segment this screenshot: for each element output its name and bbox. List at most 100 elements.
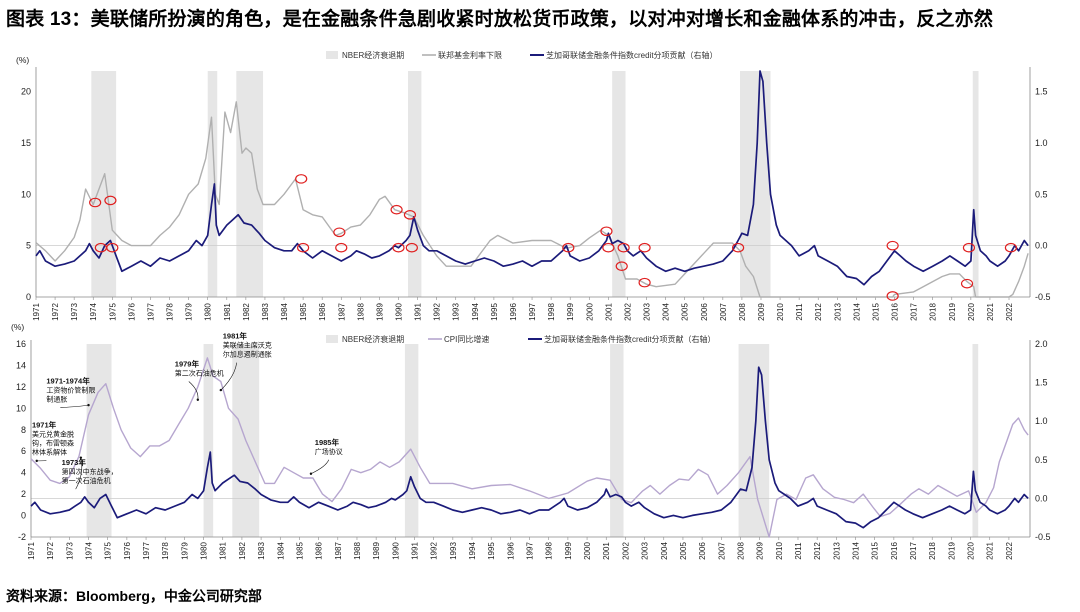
annotation-text: 制通胀 [46,395,67,404]
left-tick-label: 10 [16,403,26,413]
highlight-circle-marker [638,277,651,288]
legend-label: 联邦基金利率下限 [438,50,502,60]
highlight-circle-marker [617,242,630,253]
annotation-text: 第二次石油危机 [175,369,224,378]
year-tick-label: 1983 [261,303,270,321]
left-tick-label: 20 [21,87,31,97]
year-tick-label: 1974 [89,303,98,321]
year-tick-label: 2003 [641,542,650,560]
year-tick-label: 1993 [452,303,461,321]
bottom-chart-panel: -2 0 2 4 6 8 10 12 14 16 -0.5 0.0 0.5 1.0 1.5 2.0 (%) 197… [11,322,1051,560]
year-tick-label: 1988 [353,542,362,560]
left-tick-label: 12 [16,382,26,392]
year-tick-label: 2001 [602,542,611,560]
year-tick-label: 1989 [375,303,384,321]
year-tick-label: 1980 [204,303,213,321]
year-tick-label: 2012 [814,303,823,321]
year-tick-label: 1997 [526,542,535,560]
recession-band [972,344,979,537]
year-tick-label: 1994 [471,303,480,321]
highlight-circle-marker [335,242,348,253]
right-tick-label: 2.0 [1035,339,1048,349]
right-tick-label: -0.5 [1035,292,1051,302]
highlight-circle-marker [89,197,102,208]
recession-band [203,344,214,537]
year-tick-label: 1989 [372,542,381,560]
annotation-text: 尔加息遏制通胀 [223,350,272,359]
annotation-arrow-head [309,472,313,475]
annotation-arrow [188,381,199,400]
year-tick-label: 2001 [604,303,613,321]
year-tick-label: 2015 [871,303,880,321]
year-tick-label: 2017 [910,303,919,321]
annotation-year: 1971-1974年 [46,376,90,386]
year-tick-label: 1976 [123,542,132,560]
highlight-circle-marker [600,226,613,237]
year-tick-label: 1978 [166,303,175,321]
right-tick-label: 0.5 [1035,455,1048,465]
highlight-circle-marker [333,227,346,238]
year-tick-label: 1972 [46,542,55,560]
year-tick-label: 2013 [832,542,841,560]
highlight-circle-marker [297,242,310,253]
legend-label: NBER经济衰退期 [342,334,404,344]
year-tick-label: 2000 [583,542,592,560]
annotation-arrow [220,362,238,391]
recession-band [236,71,264,297]
cpi-series-line [30,357,1029,538]
left-tick-label: 14 [16,360,26,370]
year-tick-label: 1971 [27,542,36,560]
legend-swatch-recession [326,51,338,59]
year-tick-label: 1992 [430,542,439,560]
year-tick-label: 1997 [528,303,537,321]
recession-band [408,71,422,297]
highlight-circle-marker [602,242,615,253]
annotation-arrow-head [87,403,90,407]
recession-band [86,344,112,537]
right-tick-label: 1.5 [1035,378,1048,388]
highlight-circle-marker [295,174,308,184]
year-tick-label: 2014 [852,542,861,560]
annotation-arrow-head [196,398,200,401]
right-tick-label: 0.0 [1035,241,1048,251]
right-tick-label: 1.0 [1035,416,1048,426]
source-note: 资料来源：Bloomberg，中金公司研究部 [6,588,262,604]
year-tick-label: 2019 [948,303,957,321]
year-tick-label: 2018 [929,303,938,321]
left-tick-label: 0 [21,511,26,521]
annotation-arrow [60,404,89,408]
year-tick-label: 2021 [986,542,995,560]
annotation-arrow [310,459,330,475]
year-tick-label: 2007 [719,303,728,321]
year-tick-label: 1998 [547,303,556,321]
right-tick-label: 0.5 [1035,189,1048,199]
year-tick-label: 2021 [986,303,995,321]
year-tick-label: 1981 [223,303,232,321]
annotation-arrow [75,457,83,490]
year-tick-label: 1994 [468,542,477,560]
year-tick-label: 1981 [219,542,228,560]
left-tick-label: 0 [26,292,31,302]
year-tick-label: 1996 [509,303,518,321]
annotation-arrow-head [219,388,223,392]
year-tick-label: 1995 [490,303,499,321]
annotation-text: 钩，布雷顿森 [32,439,74,448]
year-tick-label: 1982 [238,542,247,560]
year-tick-label: 2000 [585,303,594,321]
year-tick-label: 1984 [276,542,285,560]
year-tick-label: 2020 [967,303,976,321]
year-tick-label: 2011 [794,542,803,560]
year-tick-label: 1975 [108,303,117,321]
year-tick-label: 1985 [295,542,304,560]
year-tick-label: 1987 [334,542,343,560]
left-tick-label: 10 [21,189,31,199]
year-tick-label: 1991 [414,303,423,321]
year-tick-label: 2012 [813,542,822,560]
highlight-circle-marker [403,210,417,220]
right-tick-label: 1.0 [1035,138,1048,148]
year-tick-label: 2005 [681,303,690,321]
year-tick-label: 1982 [242,303,251,321]
year-tick-label: 2016 [891,303,900,321]
legend-label: 芝加哥联储金融条件指数credit分项贡献（右轴） [546,50,718,60]
highlight-circle-marker [960,278,974,289]
